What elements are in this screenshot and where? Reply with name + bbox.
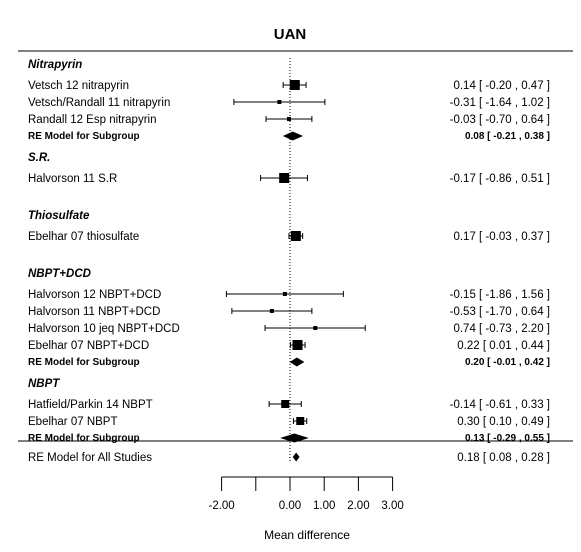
study-point	[286, 117, 291, 121]
overall-summary-diamond	[292, 452, 300, 462]
study-label: Hatfield/Parkin 14 NBPT	[28, 399, 153, 411]
study-point	[292, 340, 303, 350]
x-tick-label: 0.00	[279, 500, 301, 512]
study-ci-text: 0.17 [ -0.03 , 0.37 ]	[453, 231, 550, 243]
study-ci-text: -0.03 [ -0.70 , 0.64 ]	[450, 114, 550, 126]
study-ci-text: -0.31 [ -1.64 , 1.02 ]	[450, 97, 550, 109]
study-ci-text: -0.53 [ -1.70 , 0.64 ]	[450, 306, 550, 318]
study-point	[277, 100, 282, 104]
subgroup-summary-diamond	[282, 131, 303, 141]
overall-summary-ci-text: 0.18 [ 0.08 , 0.28 ]	[457, 452, 550, 464]
x-tick-label: 3.00	[381, 500, 403, 512]
group-heading: NBPT	[28, 378, 60, 390]
subgroup-summary-ci-text: 0.20 [ -0.01 , 0.42 ]	[465, 357, 550, 368]
chart-title: UAN	[274, 26, 307, 43]
x-tick-label: -2.00	[208, 500, 234, 512]
subgroup-summary-ci-text: 0.08 [ -0.21 , 0.38 ]	[465, 131, 550, 142]
study-ci-text: -0.15 [ -1.86 , 1.56 ]	[450, 289, 550, 301]
study-label: Vetsch 12 nitrapyrin	[28, 80, 129, 92]
study-point	[269, 309, 274, 313]
study-point	[281, 400, 290, 408]
x-tick-label: 1.00	[313, 500, 335, 512]
subgroup-summary-label: RE Model for Subgroup	[28, 357, 140, 368]
study-point	[279, 173, 290, 183]
study-label: Ebelhar 07 NBPT+DCD	[28, 340, 149, 352]
rows: Nitrapyrin Vetsch 12 nitrapyrin 0.14 [ -0.…	[28, 59, 550, 464]
study-label: Ebelhar 07 NBPT	[28, 416, 118, 428]
x-tick-label: 2.00	[347, 500, 369, 512]
study-label: Halvorson 11 S.R	[28, 173, 117, 185]
overall-summary-label: RE Model for All Studies	[28, 452, 152, 464]
study-label: Halvorson 12 NBPT+DCD	[28, 289, 161, 301]
subgroup-summary-ci-text: 0.13 [ -0.29 , 0.55 ]	[465, 433, 550, 444]
study-ci-text: -0.14 [ -0.61 , 0.33 ]	[450, 399, 550, 411]
study-label: Vetsch/Randall 11 nitrapyrin	[28, 97, 170, 109]
study-label: Randall 12 Esp nitrapyrin	[28, 114, 157, 126]
study-label: Halvorson 10 jeq NBPT+DCD	[28, 323, 180, 335]
study-point	[290, 231, 301, 241]
study-ci-text: -0.17 [ -0.86 , 0.51 ]	[450, 173, 550, 185]
group-heading: Thiosulfate	[28, 210, 90, 222]
subgroup-summary-label: RE Model for Subgroup	[28, 131, 140, 142]
study-label: Halvorson 11 NBPT+DCD	[28, 306, 160, 318]
x-axis-label: Mean difference	[264, 528, 350, 542]
study-ci-text: 0.14 [ -0.20 , 0.47 ]	[453, 80, 550, 92]
study-point	[313, 326, 318, 330]
group-heading: S.R.	[28, 152, 50, 164]
study-ci-text: 0.74 [ -0.73 , 2.20 ]	[453, 323, 550, 335]
x-axis: -2.00 0.00 1.00 2.00 3.00	[208, 476, 404, 512]
subgroup-summary-diamond	[289, 357, 305, 367]
study-ci-text: 0.22 [ 0.01 , 0.44 ]	[457, 340, 550, 352]
study-point	[289, 80, 300, 90]
study-ci-text: 0.30 [ 0.10 , 0.49 ]	[457, 416, 550, 428]
study-point	[282, 292, 287, 296]
subgroup-summary-diamond	[280, 433, 309, 443]
subgroup-summary-label: RE Model for Subgroup	[28, 433, 140, 444]
study-label: Ebelhar 07 thiosulfate	[28, 231, 139, 243]
group-heading: NBPT+DCD	[28, 268, 91, 280]
group-heading: Nitrapyrin	[28, 59, 82, 71]
study-point	[296, 417, 305, 425]
